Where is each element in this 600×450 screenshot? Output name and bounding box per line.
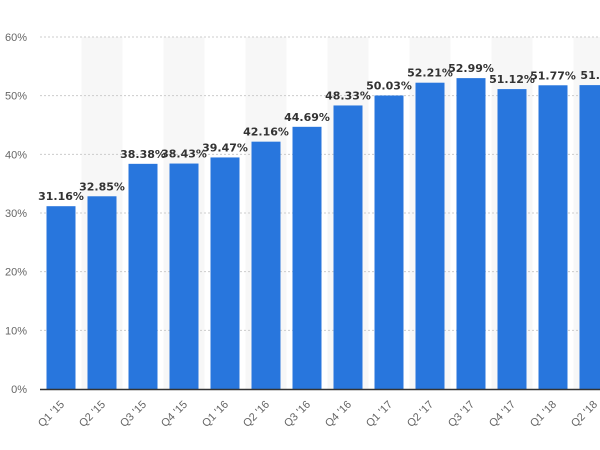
x-tick-label: Q2 '18 [569,399,600,430]
bar [333,105,363,390]
y-tick-label: 60% [5,32,27,44]
x-tick-label: Q2 '17 [405,399,436,430]
bar [87,196,117,389]
bar [210,157,240,389]
bar [128,163,158,389]
data-label: 48.33% [325,89,371,102]
data-label: 51.77% [530,69,576,82]
bar [169,163,199,389]
x-tick-label: Q3 '16 [282,399,313,430]
x-tick-label: Q4 '15 [159,399,190,430]
x-tick-label: Q3 '17 [446,399,477,430]
x-tick-label: Q3 '15 [118,399,149,430]
x-tick-label: Q1 '16 [200,399,231,430]
bar [251,141,281,389]
bar [374,95,404,390]
data-label: 32.85% [79,180,125,193]
x-tick-label: Q1 '15 [36,399,67,430]
y-tick-label: 10% [5,325,27,337]
x-tick-label: Q2 '15 [77,399,108,430]
x-tick-label: Q4 '17 [487,399,518,430]
y-tick-label: 50% [5,91,27,103]
y-tick-label: 0% [11,384,27,396]
bar [46,206,76,389]
data-label: 39.47% [202,141,248,154]
bar [415,82,445,390]
data-label: 50.03% [366,79,412,92]
y-tick-label: 40% [5,149,27,161]
bar [579,85,600,390]
data-label: 52.21% [407,67,453,80]
data-label: 31.16% [38,190,84,203]
bar [292,126,322,389]
data-label: 38.43% [161,148,207,161]
bar [456,78,486,389]
bar [538,85,568,390]
data-label: 38.38% [120,148,166,161]
bar [497,89,527,389]
data-label: 42.16% [243,126,289,139]
data-label: 52.99% [448,62,494,75]
y-tick-label: 30% [5,208,27,220]
x-tick-label: Q4 '16 [323,399,354,430]
x-tick-label: Q1 '18 [528,399,559,430]
data-label: 51.12% [489,73,535,86]
x-tick-label: Q2 '16 [241,399,272,430]
data-label: 44.69% [284,111,330,124]
data-label: 51.8 [580,69,600,82]
x-tick-label: Q1 '17 [364,399,395,430]
y-tick-label: 20% [5,267,27,279]
